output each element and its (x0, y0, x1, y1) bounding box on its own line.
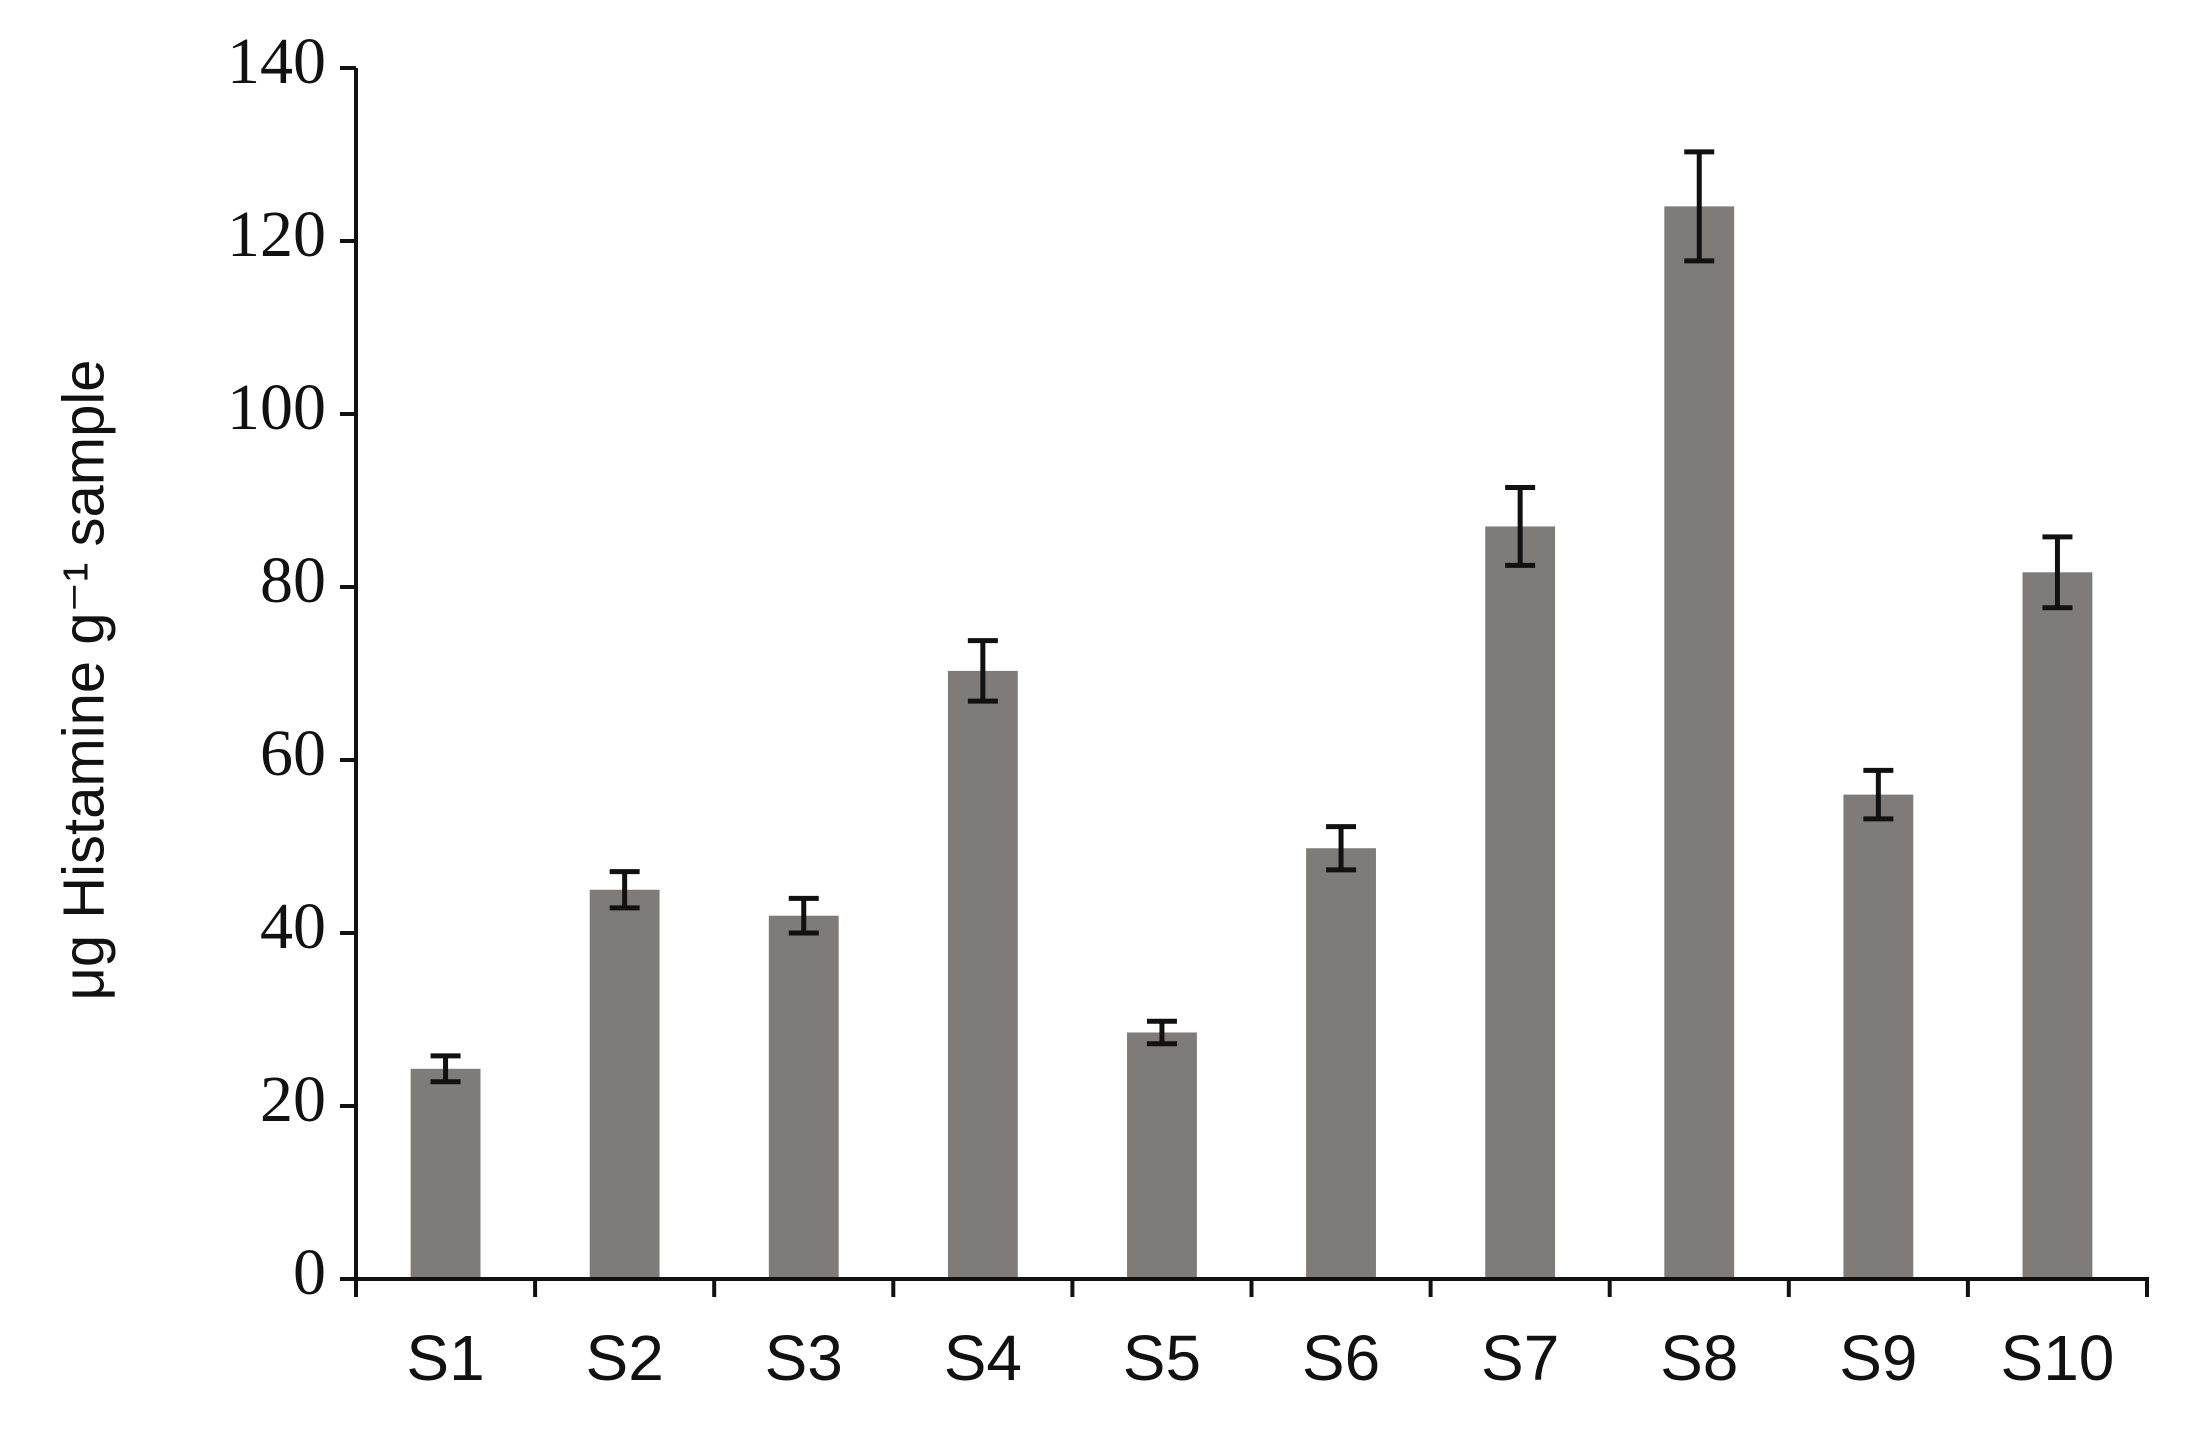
bar (1843, 794, 1914, 1279)
bar (1664, 206, 1735, 1279)
y-axis-label: μg Histamine g⁻¹ sample (51, 359, 116, 1000)
x-tick-label: S8 (1660, 1322, 1738, 1394)
bar (1127, 1032, 1197, 1279)
x-tick-label: S10 (2001, 1322, 2115, 1394)
bar (2022, 572, 2093, 1279)
y-tick-label: 40 (260, 890, 326, 963)
y-tick-label: 20 (260, 1063, 326, 1136)
y-tick-label: 140 (227, 25, 326, 98)
x-tick-label: S4 (944, 1322, 1022, 1394)
bar (410, 1068, 481, 1279)
x-tick-label: S5 (1123, 1322, 1201, 1394)
x-tick-label: S7 (1481, 1322, 1559, 1394)
y-tick-label: 80 (260, 544, 326, 617)
bar (1485, 526, 1556, 1279)
x-tick-label: S1 (406, 1322, 484, 1394)
y-tick-label: 120 (227, 198, 326, 271)
bar (589, 889, 660, 1279)
y-tick-label: 100 (227, 371, 326, 444)
bar (768, 915, 839, 1279)
bar (947, 670, 1018, 1279)
x-tick-label: S2 (586, 1322, 664, 1394)
x-tick-label: S3 (765, 1322, 843, 1394)
bar (1306, 848, 1376, 1279)
y-tick-label: 0 (293, 1236, 326, 1309)
x-tick-label: S9 (1839, 1322, 1917, 1394)
x-tick-label: S6 (1302, 1322, 1380, 1394)
y-tick-label: 60 (260, 717, 326, 790)
